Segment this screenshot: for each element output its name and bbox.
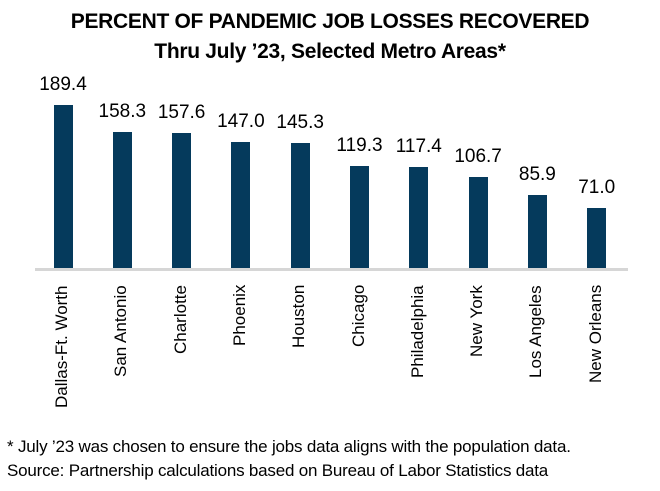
- data-label: 158.3: [98, 100, 147, 122]
- x-axis-line: [35, 268, 628, 271]
- footnote: * July ’23 was chosen to ensure the jobs…: [7, 437, 571, 456]
- bar: [468, 176, 488, 269]
- category-label: Charlotte: [170, 285, 190, 354]
- data-label: 71.0: [578, 176, 616, 198]
- source-note: Source: Partnership calculations based o…: [7, 461, 549, 480]
- data-label: 157.6: [157, 101, 206, 123]
- data-label: 145.3: [276, 112, 324, 134]
- data-label: 189.4: [39, 74, 87, 95]
- data-label: 106.7: [454, 145, 502, 167]
- category-label: San Antonio: [111, 285, 131, 377]
- bar: [527, 194, 547, 269]
- bar: [587, 207, 607, 269]
- bar: [53, 105, 73, 269]
- category-label: Dallas-Ft. Worth: [52, 285, 71, 409]
- category-label: New York: [467, 285, 487, 357]
- category-label: Philadelphia: [407, 285, 427, 378]
- bar: [290, 143, 310, 269]
- bar: [350, 165, 369, 269]
- category-label: Los Angeles: [526, 285, 546, 378]
- bar: [112, 131, 132, 269]
- bar: [172, 132, 192, 269]
- chart-subtitle: Thru July ’23, Selected Metro Areas*: [154, 40, 506, 63]
- category-label: New Orleans: [585, 284, 605, 383]
- category-label: Chicago: [348, 284, 368, 347]
- category-label: Phoenix: [229, 284, 249, 346]
- data-label: 119.3: [336, 134, 383, 156]
- category-label: Houston: [289, 284, 309, 348]
- data-label: 85.9: [518, 163, 556, 185]
- data-label: 117.4: [395, 136, 442, 158]
- bar: [231, 141, 251, 269]
- bar: [409, 167, 429, 269]
- data-label: 147.0: [217, 110, 265, 132]
- chart-title: PERCENT OF PANDEMIC JOB LOSSES RECOVERED: [70, 10, 590, 33]
